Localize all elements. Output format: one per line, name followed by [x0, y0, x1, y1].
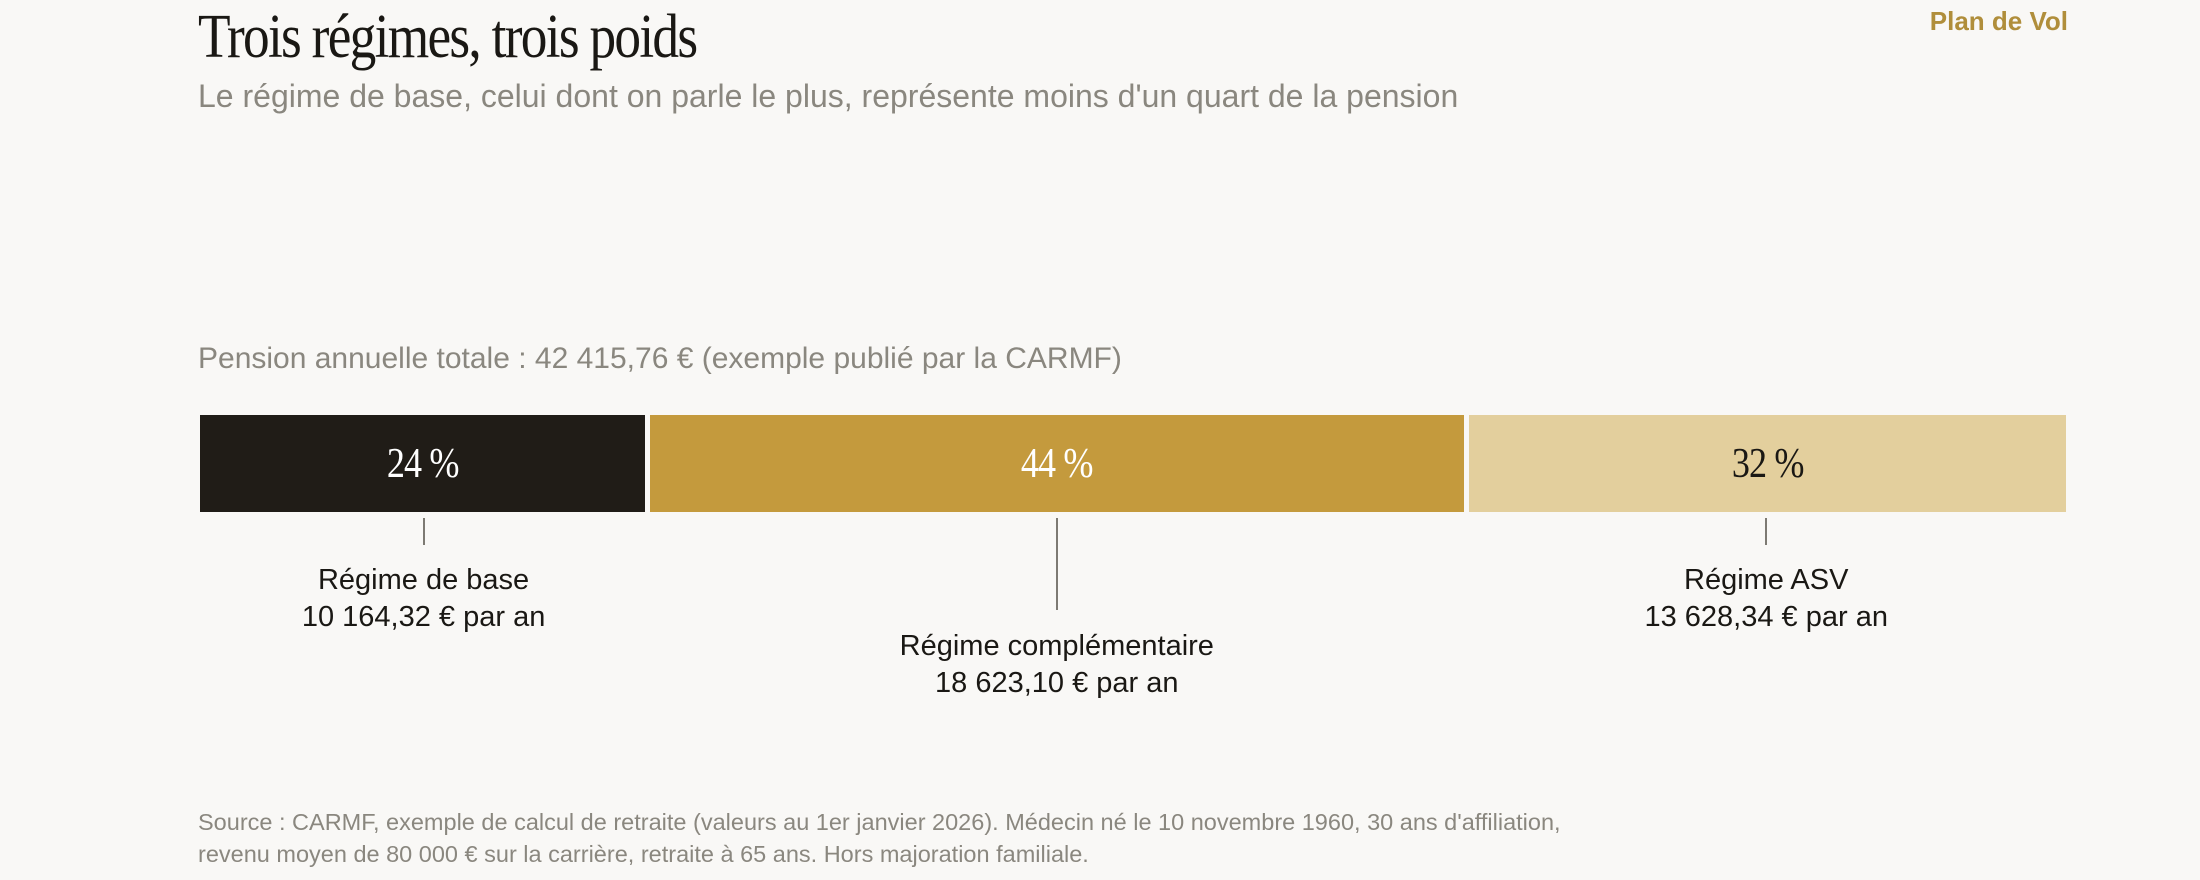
category-label: Régime complémentaire 18 623,10 € par an [900, 628, 1214, 702]
category-name: Régime de base [317, 564, 530, 596]
chart-title: Trois régimes, trois poids [198, 3, 698, 71]
bar-segment: 24 % [200, 415, 645, 512]
category-label: Régime de base 10 164,32 € par an [302, 562, 545, 636]
leader-line [422, 518, 425, 545]
leader-line [1765, 518, 1768, 545]
total-pension-label: Pension annuelle totale : 42 415,76 € (e… [198, 342, 1122, 375]
brand-logo: Plan de Vol [1929, 6, 2068, 36]
category-name: Régime ASV [1684, 564, 1849, 596]
bar-segment: 44 % [649, 415, 1464, 512]
bar-segment: 32 % [1468, 415, 2066, 512]
source-note: Source : CARMF, exemple de calcul de ret… [198, 809, 1561, 867]
chart-subtitle: Le régime de base, celui dont on parle l… [198, 78, 1459, 114]
category-value: 13 628,34 € par an [1644, 601, 1888, 633]
category-value: 10 164,32 € par an [301, 601, 546, 633]
leader-line [1055, 518, 1058, 610]
category-value: 18 623,10 € par an [935, 667, 1179, 699]
percent-label: 24 % [386, 440, 459, 487]
category-label: Régime ASV 13 628,34 € par an [1644, 562, 1887, 636]
percent-label: 44 % [1020, 440, 1094, 487]
category-name: Régime complémentaire [899, 630, 1214, 662]
percent-label: 32 % [1731, 440, 1805, 487]
